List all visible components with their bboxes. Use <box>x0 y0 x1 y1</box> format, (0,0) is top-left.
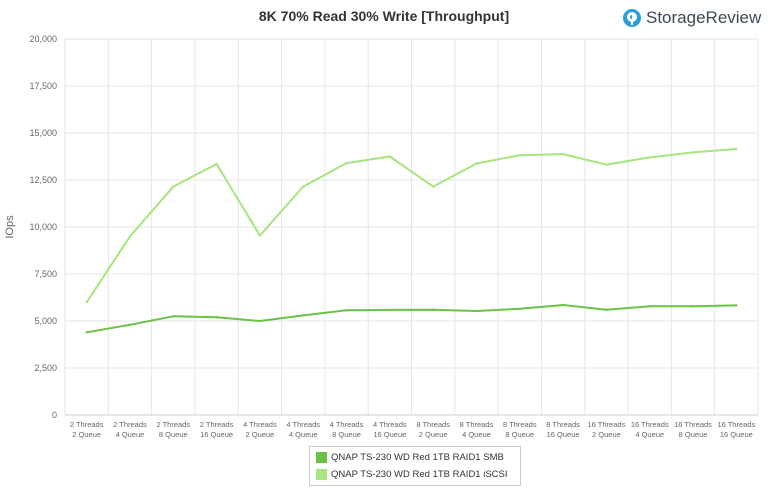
y-tick-label: 20,000 <box>29 34 57 44</box>
x-tick-label: 8 Threads 8 Queue <box>503 420 537 439</box>
x-tick-label: 4 Threads 2 Queue <box>243 420 277 439</box>
data-point-iscsi <box>302 185 305 188</box>
legend-swatch-iscsi <box>316 468 327 480</box>
line-chart: 0 2,500 5,000 7,500 10,000 12,500 15,000 17,500… <box>4 34 759 439</box>
data-point-smb <box>561 303 565 307</box>
y-tick-label: 17,500 <box>29 81 57 91</box>
x-tick-label: 8 Threads 4 Queue <box>460 420 494 439</box>
storagereview-logo-icon <box>623 9 641 27</box>
legend-item-iscsi: QNAP TS-230 WD Red 1TB RAID1 iSCSI <box>316 466 508 482</box>
data-point-smb <box>518 307 521 310</box>
data-point-iscsi <box>648 156 651 159</box>
y-tick-label: 15,000 <box>29 128 57 138</box>
data-point-smb <box>215 316 218 319</box>
data-point-smb <box>388 308 392 312</box>
data-point-iscsi <box>258 234 262 237</box>
data-point-smb <box>475 309 478 313</box>
x-tick-label: 2 Threads 16 Queue <box>200 420 234 439</box>
data-point-iscsi <box>561 152 565 156</box>
data-point-smb <box>648 305 651 308</box>
data-point-smb <box>691 305 695 308</box>
x-tick-label: 4 Threads 4 Queue <box>286 420 320 439</box>
legend-swatch-smb <box>316 451 327 463</box>
data-point-smb <box>605 308 608 311</box>
data-point-smb <box>345 309 348 312</box>
y-tick-label: 5,000 <box>34 316 57 326</box>
x-tick-label: 4 Threads 8 Queue <box>330 420 364 439</box>
x-tick-label: 4 Threads 16 Queue <box>373 420 407 439</box>
x-tick-label: 8 Threads 2 Queue <box>416 420 450 439</box>
data-point-iscsi <box>735 147 738 151</box>
data-point-iscsi <box>85 301 88 304</box>
data-point-iscsi <box>475 162 478 165</box>
data-point-smb <box>128 323 132 326</box>
x-tick-label: 16 Threads 8 Queue <box>674 420 712 439</box>
x-tick-label: 2 Threads 2 Queue <box>70 420 104 439</box>
x-tick-label: 16 Threads 4 Queue <box>631 420 669 439</box>
data-point-smb <box>735 304 738 307</box>
x-tick-label: 2 Threads 4 Queue <box>113 420 147 439</box>
data-point-iscsi <box>388 155 392 158</box>
y-tick-label: 7,500 <box>34 269 57 279</box>
data-point-smb <box>85 331 88 334</box>
data-point-iscsi <box>691 151 695 154</box>
y-axis-label: IOps <box>4 215 16 239</box>
data-point-iscsi <box>172 185 175 188</box>
data-point-iscsi <box>215 162 218 166</box>
series-line-smb <box>86 304 737 334</box>
chart-title: 8K 70% Read 30% Write [Throughput] <box>258 8 510 24</box>
x-tick-label: 16 Threads 2 Queue <box>588 420 626 439</box>
data-point-iscsi <box>518 153 521 157</box>
y-tick-label: 10,000 <box>29 222 57 232</box>
x-tick-label: 16 Threads 16 Queue <box>717 420 755 439</box>
x-tick-label: 8 Threads 16 Queue <box>546 420 580 439</box>
y-tick-label: 0 <box>52 410 57 420</box>
chart-legend: QNAP TS-230 WD Red 1TB RAID1 SMB QNAP TS… <box>309 446 521 486</box>
brand-name: StorageReview <box>646 8 762 27</box>
legend-label-smb: QNAP TS-230 WD Red 1TB RAID1 SMB <box>331 451 504 463</box>
y-tick-label: 2,500 <box>34 363 57 373</box>
x-tick-label: 2 Threads 8 Queue <box>156 420 190 439</box>
data-point-smb <box>258 319 262 323</box>
data-point-iscsi <box>345 161 348 165</box>
y-tick-label: 12,500 <box>29 175 57 185</box>
data-point-smb <box>172 315 175 318</box>
legend-label-iscsi: QNAP TS-230 WD Red 1TB RAID1 iSCSI <box>331 468 508 480</box>
series-line-iscsi <box>85 148 737 303</box>
data-point-smb <box>431 308 435 311</box>
legend-item-smb: QNAP TS-230 WD Red 1TB RAID1 SMB <box>316 449 504 465</box>
data-point-iscsi <box>605 163 608 166</box>
data-point-smb <box>302 314 305 317</box>
data-point-iscsi <box>431 185 435 188</box>
data-point-iscsi <box>128 235 132 238</box>
brand-logo: StorageReview <box>622 6 761 30</box>
